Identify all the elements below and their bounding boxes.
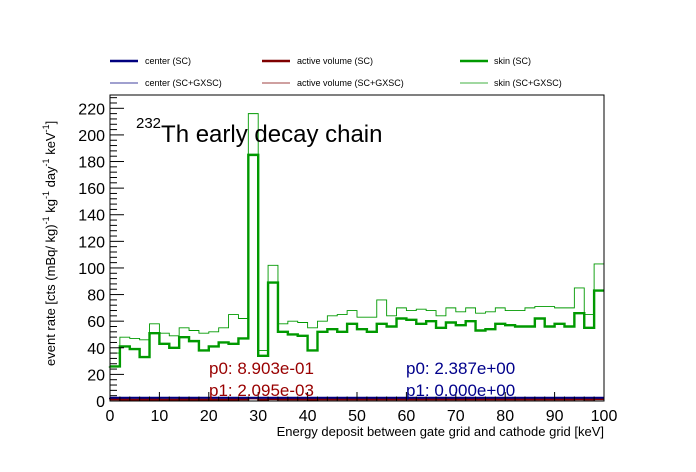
y-tick-label: 140 — [78, 208, 105, 225]
series-line — [109, 113, 604, 354]
y-label-sup: -1 — [41, 124, 51, 132]
legend-entry: skin (SC+GXSC) — [460, 78, 562, 88]
x-tick-label: 80 — [496, 408, 514, 425]
x-tick-label: 40 — [299, 408, 317, 425]
title-text: Th early decay chain — [161, 121, 382, 148]
x-tick-label: 60 — [398, 408, 416, 425]
series-layer — [108, 113, 604, 401]
legend-entry: active volume (SC) — [262, 56, 373, 66]
x-tick-label: 70 — [447, 408, 465, 425]
legend-entry: center (SC) — [110, 56, 191, 66]
series-line — [108, 153, 604, 368]
legend-entry: active volume (SC+GXSC) — [262, 78, 404, 88]
y-label-part: event rate [cts (mBq/ kg) — [43, 224, 58, 366]
legend-label: center (SC+GXSC) — [145, 78, 222, 88]
legend-label: active volume (SC) — [297, 56, 373, 66]
x-tick-label: 10 — [151, 408, 169, 425]
y-tick-label: 120 — [78, 234, 105, 251]
fit-param-right-p1: p1: 0.000e+00 — [406, 381, 515, 400]
legend-label: skin (SC+GXSC) — [494, 78, 562, 88]
x-tick-label: 30 — [249, 408, 267, 425]
legend-entry: center (SC+GXSC) — [110, 78, 222, 88]
fit-param-right-p0: p0: 2.387e+00 — [406, 359, 515, 378]
y-label-part: day — [43, 166, 58, 191]
y-tick-label: 20 — [87, 367, 105, 384]
legend-entry: skin (SC) — [460, 56, 531, 66]
y-tick-label: 160 — [78, 181, 105, 198]
fit-param-left-p1: p1: 2.095e-03 — [209, 381, 314, 400]
y-label-sup: -1 — [41, 158, 51, 166]
chart-title: 232Th early decay chain — [136, 115, 382, 148]
y-tick-label: 40 — [87, 341, 105, 358]
tick-layer: 0 10 20 30 40 50 60 70 80 90 100 0 20 40 60 80 100 120 140… — [78, 97, 618, 425]
y-tick-label: 220 — [78, 101, 105, 118]
title-superscript: 232 — [136, 115, 161, 132]
x-tick-label: 20 — [200, 408, 218, 425]
legend: center (SC) active volume (SC) skin (SC)… — [110, 56, 562, 88]
y-axis-label: event rate [cts (mBq/ kg)-1 kg-1 day-1 k… — [41, 121, 58, 366]
legend-label: active volume (SC+GXSC) — [297, 78, 404, 88]
y-tick-label: 60 — [87, 314, 105, 331]
legend-label: center (SC) — [145, 56, 191, 66]
y-label-part: kg — [43, 199, 58, 216]
fit-param-left-p0: p0: 8.903e-01 — [209, 359, 314, 378]
y-label-part: ] — [43, 121, 58, 125]
x-tick-label: 50 — [348, 408, 366, 425]
y-tick-label: 80 — [87, 288, 105, 305]
y-label-part: keV — [43, 132, 58, 158]
y-tick-label: 0 — [96, 394, 105, 411]
x-axis-label: Energy deposit between gate grid and cat… — [277, 424, 604, 439]
x-tick-label: 0 — [106, 408, 115, 425]
x-tick-label: 90 — [546, 408, 564, 425]
x-tick-label: 100 — [591, 408, 618, 425]
y-label-sup: -1 — [41, 216, 51, 224]
y-label-sup: -1 — [41, 191, 51, 199]
y-tick-label: 180 — [78, 155, 105, 172]
y-tick-label: 200 — [78, 128, 105, 145]
legend-label: skin (SC) — [494, 56, 531, 66]
y-tick-label: 100 — [78, 261, 105, 278]
